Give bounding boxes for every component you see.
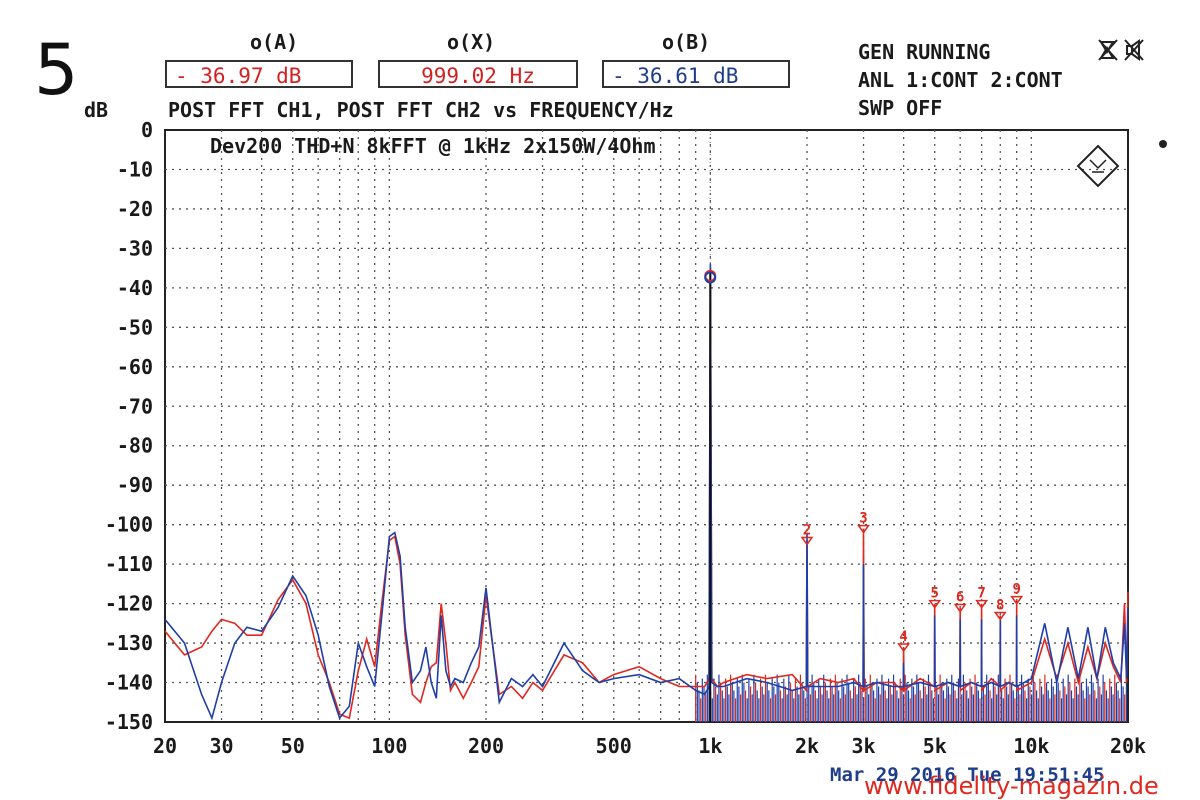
harmonic-label: 7	[977, 586, 985, 602]
y-tick-label: -40	[117, 276, 153, 300]
x-tick-label: 500	[596, 734, 632, 758]
rs-logo-diamond	[1076, 144, 1120, 188]
x-tick-label: 200	[468, 734, 504, 758]
harmonic-marker	[800, 536, 814, 546]
harmonic-label: 5	[931, 586, 939, 602]
x-tick-label: 1k	[698, 734, 722, 758]
harmonic-label: 8	[996, 597, 1004, 613]
y-tick-label: -150	[105, 710, 153, 734]
y-tick-label: -60	[117, 355, 153, 379]
y-unit-label: dB	[84, 98, 109, 122]
y-tick-label: -50	[117, 315, 153, 339]
x-tick-label: 30	[209, 734, 233, 758]
y-tick-label: -30	[117, 236, 153, 260]
corner-dot	[1159, 140, 1167, 148]
y-tick-label: -80	[117, 434, 153, 458]
harmonic-label: 3	[859, 511, 867, 527]
y-tick-label: -20	[117, 197, 153, 221]
x-tick-label: 2k	[795, 734, 819, 758]
generator-off-icon	[1098, 39, 1118, 61]
cursor-x-readout: 999.02 Hz	[378, 60, 578, 88]
plot-frame	[164, 129, 1129, 723]
harmonic-label: 2	[803, 522, 811, 538]
harmonic-marker	[928, 599, 942, 609]
y-tick-label: -70	[117, 394, 153, 418]
watermark: www.fidelity-magazin.de	[864, 772, 1159, 800]
harmonic-marker	[897, 643, 911, 653]
cursor-a-label: o(A)	[250, 30, 299, 54]
harmonic-label: 4	[899, 629, 907, 645]
timestamp: Mar 29 2016 Tue 19:51:45	[830, 764, 1105, 786]
x-tick-label: 50	[281, 734, 305, 758]
harmonic-marker	[857, 524, 870, 534]
harmonic-marker	[993, 611, 1007, 621]
x-tick-label: 20	[153, 734, 177, 758]
y-tick-label: -90	[117, 473, 153, 497]
panel-number: 5	[34, 29, 79, 111]
sweep-status: SWP OFF	[858, 96, 943, 120]
x-tick-label: 10k	[1013, 734, 1049, 758]
chart-title: Dev200 THD+N 8kFFT @ 1kHz 2x150W/4Ohm	[210, 134, 656, 158]
y-tick-label: 0	[141, 118, 153, 142]
speaker-muted-icon	[1124, 39, 1144, 61]
noise-floor-band	[695, 674, 1127, 722]
cursor-x-label: o(X)	[447, 30, 496, 54]
trace-description: POST FFT CH1, POST FFT CH2 vs FREQUENCY/…	[168, 98, 674, 122]
series-ch2-line	[164, 264, 1129, 721]
harmonic-label: 6	[956, 590, 964, 606]
cursor-b-label: o(B)	[662, 30, 711, 54]
y-tick-label: -120	[105, 592, 153, 616]
harmonic-marker	[953, 603, 967, 613]
y-tick-label: -130	[105, 631, 153, 655]
cursor-a-readout: - 36.97 dB	[165, 60, 353, 88]
status-icons	[1098, 39, 1144, 61]
y-tick-label: -140	[105, 671, 153, 695]
y-tick-label: -100	[105, 513, 153, 537]
x-tick-label: 20k	[1110, 734, 1146, 758]
analyzer-status: ANL 1:CONT 2:CONT	[858, 68, 1063, 92]
rs-logo-mark	[1089, 159, 1107, 173]
harmonic-label: 9	[1012, 582, 1020, 598]
cursor-b-readout: - 36.61 dB	[602, 60, 790, 88]
x-tick-label: 3k	[851, 734, 875, 758]
x-tick-label: 100	[371, 734, 407, 758]
harmonic-marker	[1010, 595, 1024, 605]
y-tick-label: -10	[117, 157, 153, 181]
y-tick-label: -110	[105, 552, 153, 576]
cursor-marker	[704, 271, 717, 284]
harmonic-marker	[975, 599, 989, 609]
x-tick-label: 5k	[923, 734, 947, 758]
generator-status: GEN RUNNING	[858, 40, 991, 64]
rs-logo	[1076, 144, 1120, 188]
